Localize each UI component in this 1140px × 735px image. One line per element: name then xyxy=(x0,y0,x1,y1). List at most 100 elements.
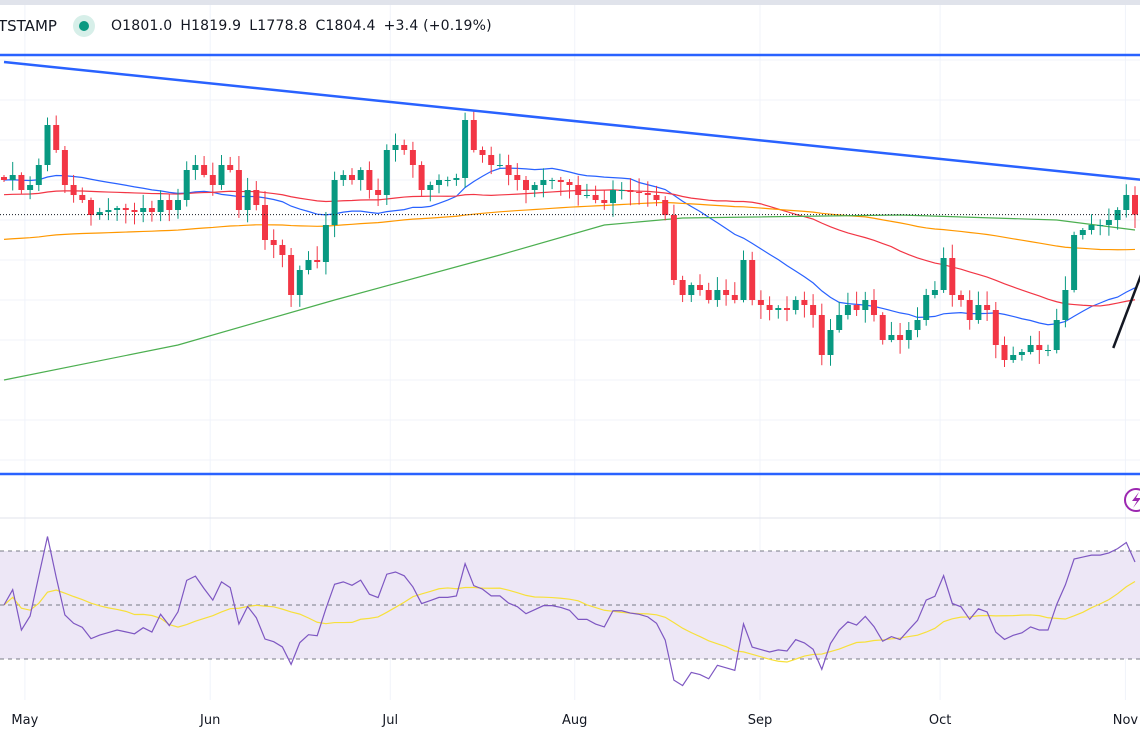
candle-body xyxy=(61,150,68,185)
candle-body xyxy=(166,200,173,210)
candle-body xyxy=(958,295,964,300)
candle-body xyxy=(1010,355,1017,360)
candle-body xyxy=(122,208,129,210)
candle-body xyxy=(288,255,295,295)
candle-body xyxy=(262,205,268,240)
candle-body xyxy=(810,305,817,315)
candle-body xyxy=(523,180,529,190)
ma-20-line xyxy=(3,167,1136,326)
candle-body xyxy=(583,195,590,196)
candle-body xyxy=(305,260,312,270)
candle-body xyxy=(601,200,608,203)
market-status-icon[interactable] xyxy=(72,15,95,37)
candle-body xyxy=(818,315,825,355)
candle-body xyxy=(331,180,338,225)
candle-body xyxy=(714,290,721,300)
candle-body xyxy=(1036,345,1043,350)
candle-body xyxy=(148,208,155,212)
candle-body xyxy=(757,300,764,305)
x-tick-label: Jun xyxy=(199,713,220,728)
alert-icon[interactable] xyxy=(1124,488,1140,512)
high-value: H1819.9 xyxy=(180,18,242,34)
candle-body xyxy=(975,305,982,320)
candle-body xyxy=(53,125,60,150)
x-tick-label: Oct xyxy=(929,713,951,728)
candle-body xyxy=(775,308,782,310)
candle-body xyxy=(383,150,390,195)
open-value: O1801.0 xyxy=(110,18,173,34)
candle-body xyxy=(270,240,277,245)
candle-body xyxy=(1053,320,1060,350)
candle-body xyxy=(723,290,730,295)
candle-body xyxy=(844,305,851,315)
candle-body xyxy=(462,120,469,178)
close-value: C1804.4 xyxy=(315,18,376,34)
candle-body xyxy=(1018,352,1025,355)
candle-body xyxy=(514,175,521,180)
candle-body xyxy=(96,212,103,215)
candle-body xyxy=(705,290,712,300)
candle-body xyxy=(9,175,16,180)
candle-body xyxy=(766,305,773,310)
ma-100-line xyxy=(3,201,1136,251)
change-value: +3.4 (+0.19%) xyxy=(383,18,492,34)
candle-body xyxy=(1114,210,1121,220)
candle-body xyxy=(201,165,208,175)
candle-body xyxy=(566,182,573,185)
candle-body xyxy=(488,155,495,165)
candle-body xyxy=(801,300,808,305)
candle-body xyxy=(235,170,242,210)
x-tick-label: Nov xyxy=(1113,713,1139,728)
symbol-name[interactable]: TSTAMP xyxy=(0,17,57,35)
candle-body xyxy=(618,190,625,191)
candle-body xyxy=(392,145,399,150)
grid xyxy=(0,5,1140,700)
candle-body xyxy=(105,210,112,212)
candle-body xyxy=(505,165,512,175)
candle-body xyxy=(1,177,7,180)
candle-body xyxy=(1001,345,1008,360)
candle-body xyxy=(627,190,634,192)
candle-body xyxy=(653,195,660,200)
candle-body xyxy=(192,165,199,170)
candle-body xyxy=(314,260,321,262)
candle-body xyxy=(496,165,503,166)
candle-body xyxy=(409,150,416,165)
candle-body xyxy=(871,300,877,315)
candle-body xyxy=(905,330,912,340)
candle-body xyxy=(966,300,973,320)
x-tick-label: Jul xyxy=(381,713,398,728)
candle-body xyxy=(27,185,34,190)
candle-body xyxy=(1088,225,1095,230)
candle-body xyxy=(740,260,747,300)
candle-body xyxy=(984,305,991,310)
candle-body xyxy=(453,178,460,180)
candle-body xyxy=(253,190,260,205)
candle-body xyxy=(44,125,51,165)
candle-body xyxy=(610,190,616,203)
trend-line xyxy=(1112,274,1140,349)
candle-body xyxy=(366,170,373,190)
candle-body xyxy=(749,260,756,300)
candle-body xyxy=(697,285,703,290)
candle-body xyxy=(879,315,886,340)
candle-body xyxy=(157,200,164,212)
rsi-ma-line xyxy=(3,581,1136,663)
top-toolbar-edge xyxy=(0,0,1140,5)
candle-body xyxy=(70,185,77,195)
candle-body xyxy=(549,180,556,181)
candle-body xyxy=(731,295,738,300)
candle-body xyxy=(479,150,486,155)
candle-body xyxy=(914,320,921,330)
candle-body xyxy=(636,192,643,193)
candle-body xyxy=(897,335,904,340)
candle-body xyxy=(1027,345,1034,352)
candle-body xyxy=(340,175,347,180)
candle-body xyxy=(79,195,86,200)
candle-body xyxy=(1045,350,1051,351)
candle-body xyxy=(418,165,425,190)
candle-body xyxy=(923,295,930,320)
candle-body xyxy=(444,180,451,181)
candle-body xyxy=(1123,195,1130,210)
